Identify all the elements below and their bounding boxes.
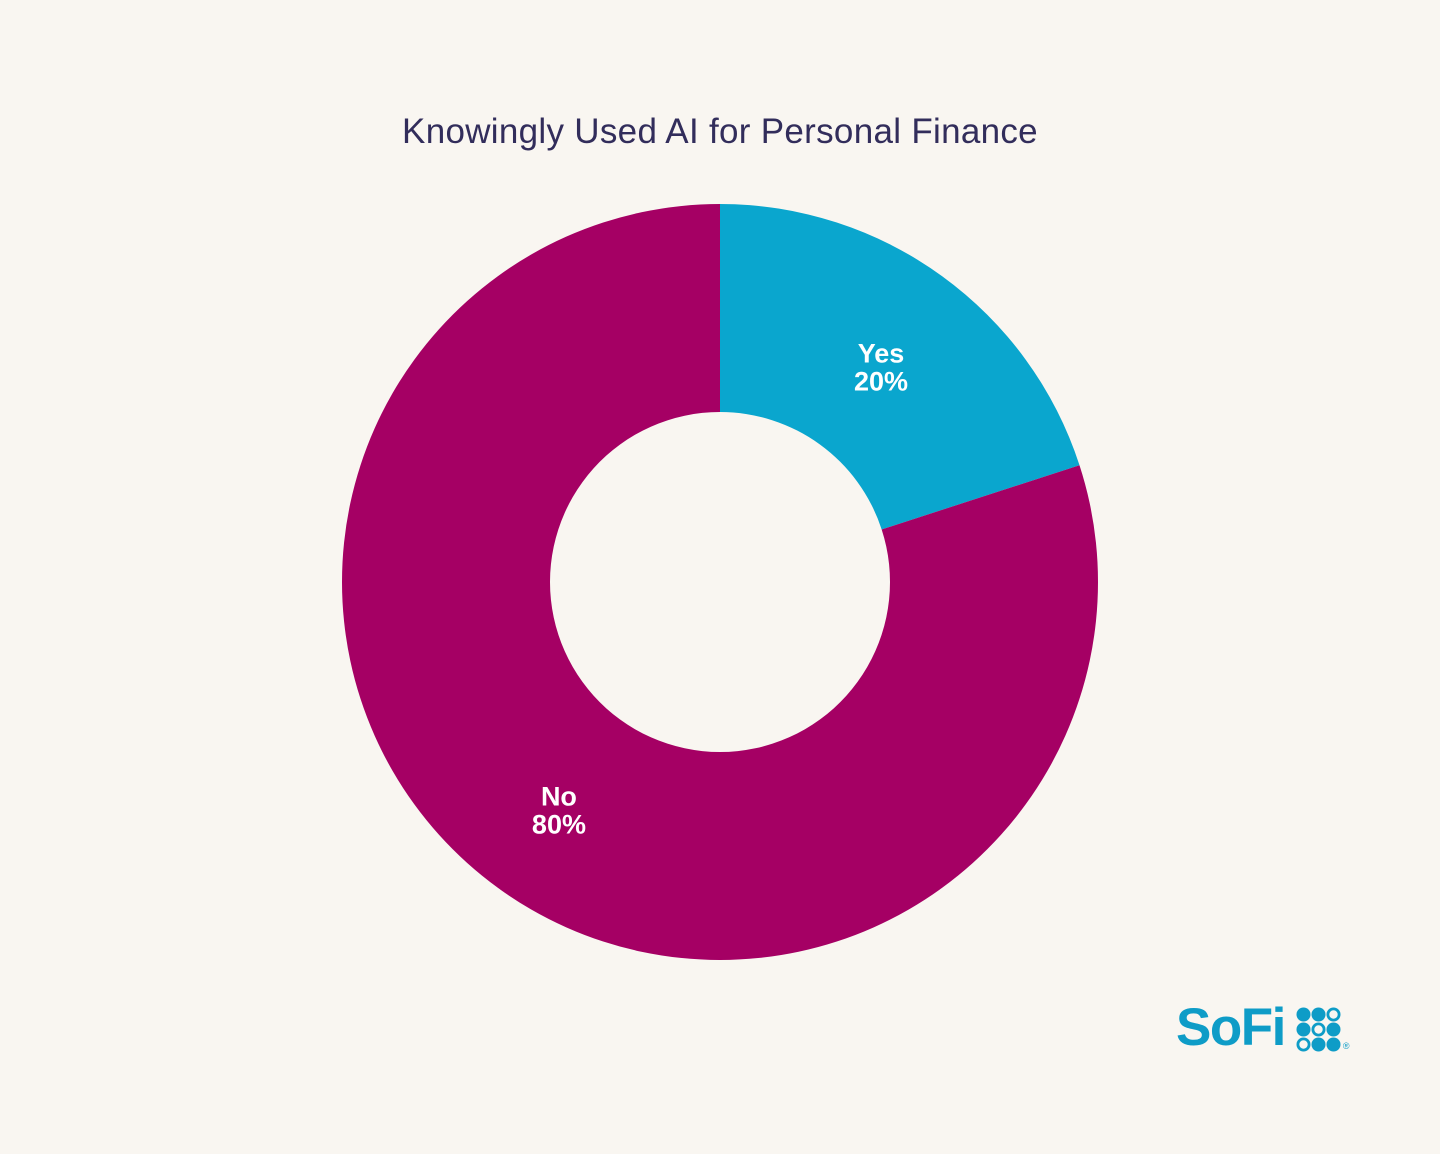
logo-dot-outline: [1326, 1007, 1341, 1021]
logo-dot-filled: [1296, 1007, 1311, 1021]
logo-dot-filled: [1296, 1022, 1311, 1036]
logo-dot-filled: [1311, 1007, 1326, 1021]
logo-dot-filled: [1326, 1022, 1341, 1036]
slice-label-no: No 80%: [532, 782, 586, 840]
registered-trademark-symbol: ®: [1342, 1041, 1350, 1051]
sofi-logo-text: SoFi: [1176, 998, 1286, 1057]
logo-dot-filled: [1311, 1037, 1326, 1051]
logo-dot-outline: [1311, 1021, 1326, 1036]
sofi-logo-dots-icon: [1296, 1007, 1341, 1051]
donut-slice-no: [341, 204, 1098, 961]
logo-dot-filled: [1326, 1037, 1341, 1051]
chart-title: Knowingly Used AI for Personal Finance: [402, 112, 1038, 151]
sofi-logo: SoFi ®: [1176, 1001, 1349, 1054]
logo-dot-outline: [1296, 1036, 1311, 1051]
slice-label-yes: Yes 20%: [854, 338, 908, 396]
donut-slice-yes: [720, 204, 1080, 530]
